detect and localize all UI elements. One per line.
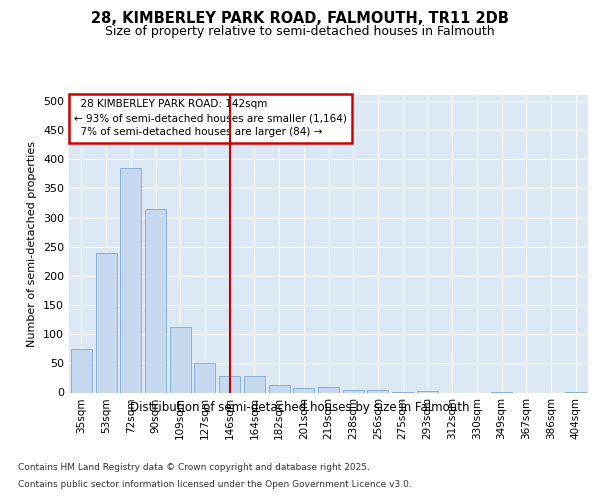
Bar: [120, 168, 141, 392]
Bar: [417, 391, 438, 392]
Bar: [145, 209, 166, 392]
Bar: [71, 349, 92, 393]
Bar: [367, 390, 388, 392]
Text: Distribution of semi-detached houses by size in Falmouth: Distribution of semi-detached houses by …: [130, 401, 470, 414]
Bar: [170, 326, 191, 392]
Y-axis label: Number of semi-detached properties: Number of semi-detached properties: [28, 141, 37, 347]
Bar: [293, 388, 314, 392]
Bar: [269, 385, 290, 392]
Text: 28 KIMBERLEY PARK ROAD: 142sqm
← 93% of semi-detached houses are smaller (1,164): 28 KIMBERLEY PARK ROAD: 142sqm ← 93% of …: [74, 100, 347, 138]
Bar: [219, 376, 240, 392]
Text: Contains public sector information licensed under the Open Government Licence v3: Contains public sector information licen…: [18, 480, 412, 489]
Bar: [318, 386, 339, 392]
Bar: [194, 364, 215, 392]
Bar: [244, 376, 265, 392]
Bar: [95, 252, 116, 392]
Bar: [343, 390, 364, 392]
Text: 28, KIMBERLEY PARK ROAD, FALMOUTH, TR11 2DB: 28, KIMBERLEY PARK ROAD, FALMOUTH, TR11 …: [91, 11, 509, 26]
Text: Size of property relative to semi-detached houses in Falmouth: Size of property relative to semi-detach…: [105, 25, 495, 38]
Text: Contains HM Land Registry data © Crown copyright and database right 2025.: Contains HM Land Registry data © Crown c…: [18, 464, 370, 472]
